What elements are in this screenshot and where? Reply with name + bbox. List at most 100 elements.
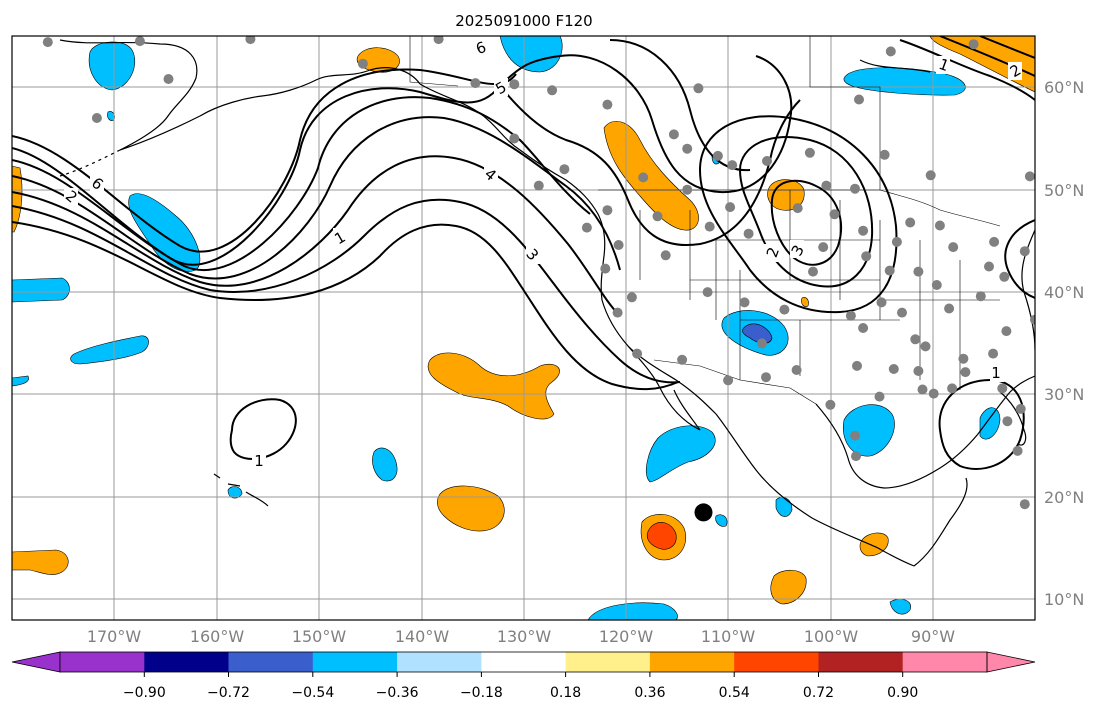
station-dot xyxy=(559,164,570,175)
gulf-of-mexico-coast xyxy=(815,375,1035,489)
neg-anomaly-blob xyxy=(499,36,563,73)
colorbar-tick-label: 0.36 xyxy=(634,685,665,701)
neg-anomaly-blob xyxy=(842,404,895,457)
station-markers xyxy=(42,36,1035,510)
station-dot xyxy=(818,242,829,253)
station-dot xyxy=(791,365,802,375)
neg-anomaly-blob xyxy=(12,277,70,303)
station-dot xyxy=(988,348,999,359)
station-dot xyxy=(1019,499,1030,510)
station-dot xyxy=(874,391,885,402)
station-dot xyxy=(1002,416,1013,427)
contour-line-se-closed xyxy=(938,378,1025,470)
station-dot xyxy=(163,74,174,84)
colorbar-segment xyxy=(649,652,735,672)
station-dot xyxy=(989,236,1000,247)
colorbar-segment xyxy=(565,652,651,672)
colorbar-tick-label: −0.90 xyxy=(123,685,166,701)
station-dot xyxy=(944,303,955,314)
station-dot xyxy=(925,170,936,181)
station-dot xyxy=(134,36,145,47)
pos-anomaly-blob xyxy=(12,165,23,233)
neg-anomaly-blob xyxy=(715,514,728,527)
latitude-labels: 60°N 50°N 40°N 30°N 20°N 10°N xyxy=(1044,78,1084,609)
station-dot xyxy=(1024,171,1035,182)
station-dot xyxy=(702,287,713,298)
station-dot xyxy=(1030,314,1035,325)
station-dot xyxy=(612,307,623,318)
lon-label-120w: 120°W xyxy=(599,627,654,646)
alaska-canada-border xyxy=(409,36,459,87)
station-dot xyxy=(91,113,102,123)
colorbar-ticks: −0.90 −0.72 −0.54 −0.36 −0.18 0.18 0.36 0.54 0.7… xyxy=(123,672,918,701)
contour-line-closed-high-inner xyxy=(770,179,842,266)
station-dot xyxy=(858,323,869,333)
lat-label-50n: 50°N xyxy=(1044,181,1084,200)
hawaii xyxy=(213,473,269,507)
station-dot xyxy=(850,183,860,194)
colorbar-tick-label: 0.90 xyxy=(887,685,918,701)
florida xyxy=(999,391,1027,446)
station-dot xyxy=(1015,403,1026,414)
neg-anomaly-blob xyxy=(227,486,243,499)
contour-line-ne xyxy=(899,39,1035,101)
hudson-bay xyxy=(859,59,931,73)
neg-anomaly-blob xyxy=(979,407,1001,440)
station-dot xyxy=(756,338,767,349)
colorbar-segment xyxy=(60,652,145,672)
station-dot xyxy=(1001,326,1012,337)
contour-line-3 xyxy=(12,155,621,317)
contour-line-5 xyxy=(12,68,517,253)
station-dot xyxy=(743,228,754,239)
lat-label-30n: 30°N xyxy=(1044,385,1084,404)
station-dot xyxy=(739,297,750,308)
station-dot xyxy=(825,399,836,410)
station-dot xyxy=(905,217,916,228)
contour-line-closed-high xyxy=(738,135,874,288)
station-dot xyxy=(852,360,862,371)
station-dot xyxy=(470,78,481,89)
station-dot xyxy=(638,172,649,183)
station-dot xyxy=(984,261,994,272)
station-dot xyxy=(761,372,771,383)
lon-label-110w: 110°W xyxy=(701,627,756,646)
station-dot xyxy=(779,304,790,315)
station-dot xyxy=(876,297,887,308)
colorbar-extend-right xyxy=(986,651,1036,673)
alaska-coast xyxy=(59,39,421,151)
station-dot xyxy=(357,58,368,69)
colorbar-segment xyxy=(481,652,567,672)
station-dot xyxy=(1019,246,1030,257)
station-dot xyxy=(910,334,921,345)
station-dot xyxy=(851,451,861,462)
longitude-labels: 170°W 160°W 150°W 140°W 130°W 120°W 110°… xyxy=(87,627,955,646)
station-dot xyxy=(804,147,815,158)
station-dot xyxy=(975,291,986,302)
station-dot xyxy=(668,129,679,140)
station-dot xyxy=(677,354,688,365)
station-dot xyxy=(913,266,924,277)
station-dot xyxy=(652,211,663,222)
station-dot xyxy=(509,79,520,90)
station-dot xyxy=(682,143,693,154)
station-dot xyxy=(725,202,736,213)
lon-label-90w: 90°W xyxy=(911,627,955,646)
pos-anomaly-blob xyxy=(770,569,807,605)
station-dot xyxy=(999,271,1010,282)
station-dot xyxy=(861,251,872,262)
pos-anomaly-blob xyxy=(12,549,69,575)
strong-pos-anomaly-blob xyxy=(646,522,677,550)
contour-line-ne3 xyxy=(979,36,1035,59)
station-dot xyxy=(958,353,969,364)
station-dot xyxy=(997,383,1008,394)
station-dot xyxy=(660,250,671,261)
neg-anomaly-blob xyxy=(88,41,136,91)
contour-line-east xyxy=(1004,219,1035,299)
station-dot xyxy=(928,388,939,399)
pos-anomaly-blob xyxy=(801,297,809,307)
contour-line-hawaii-high xyxy=(229,398,297,460)
colorbar-extend-left xyxy=(11,651,61,673)
contour-line-trough-b xyxy=(609,39,751,172)
lon-label-170w: 170°W xyxy=(87,627,142,646)
